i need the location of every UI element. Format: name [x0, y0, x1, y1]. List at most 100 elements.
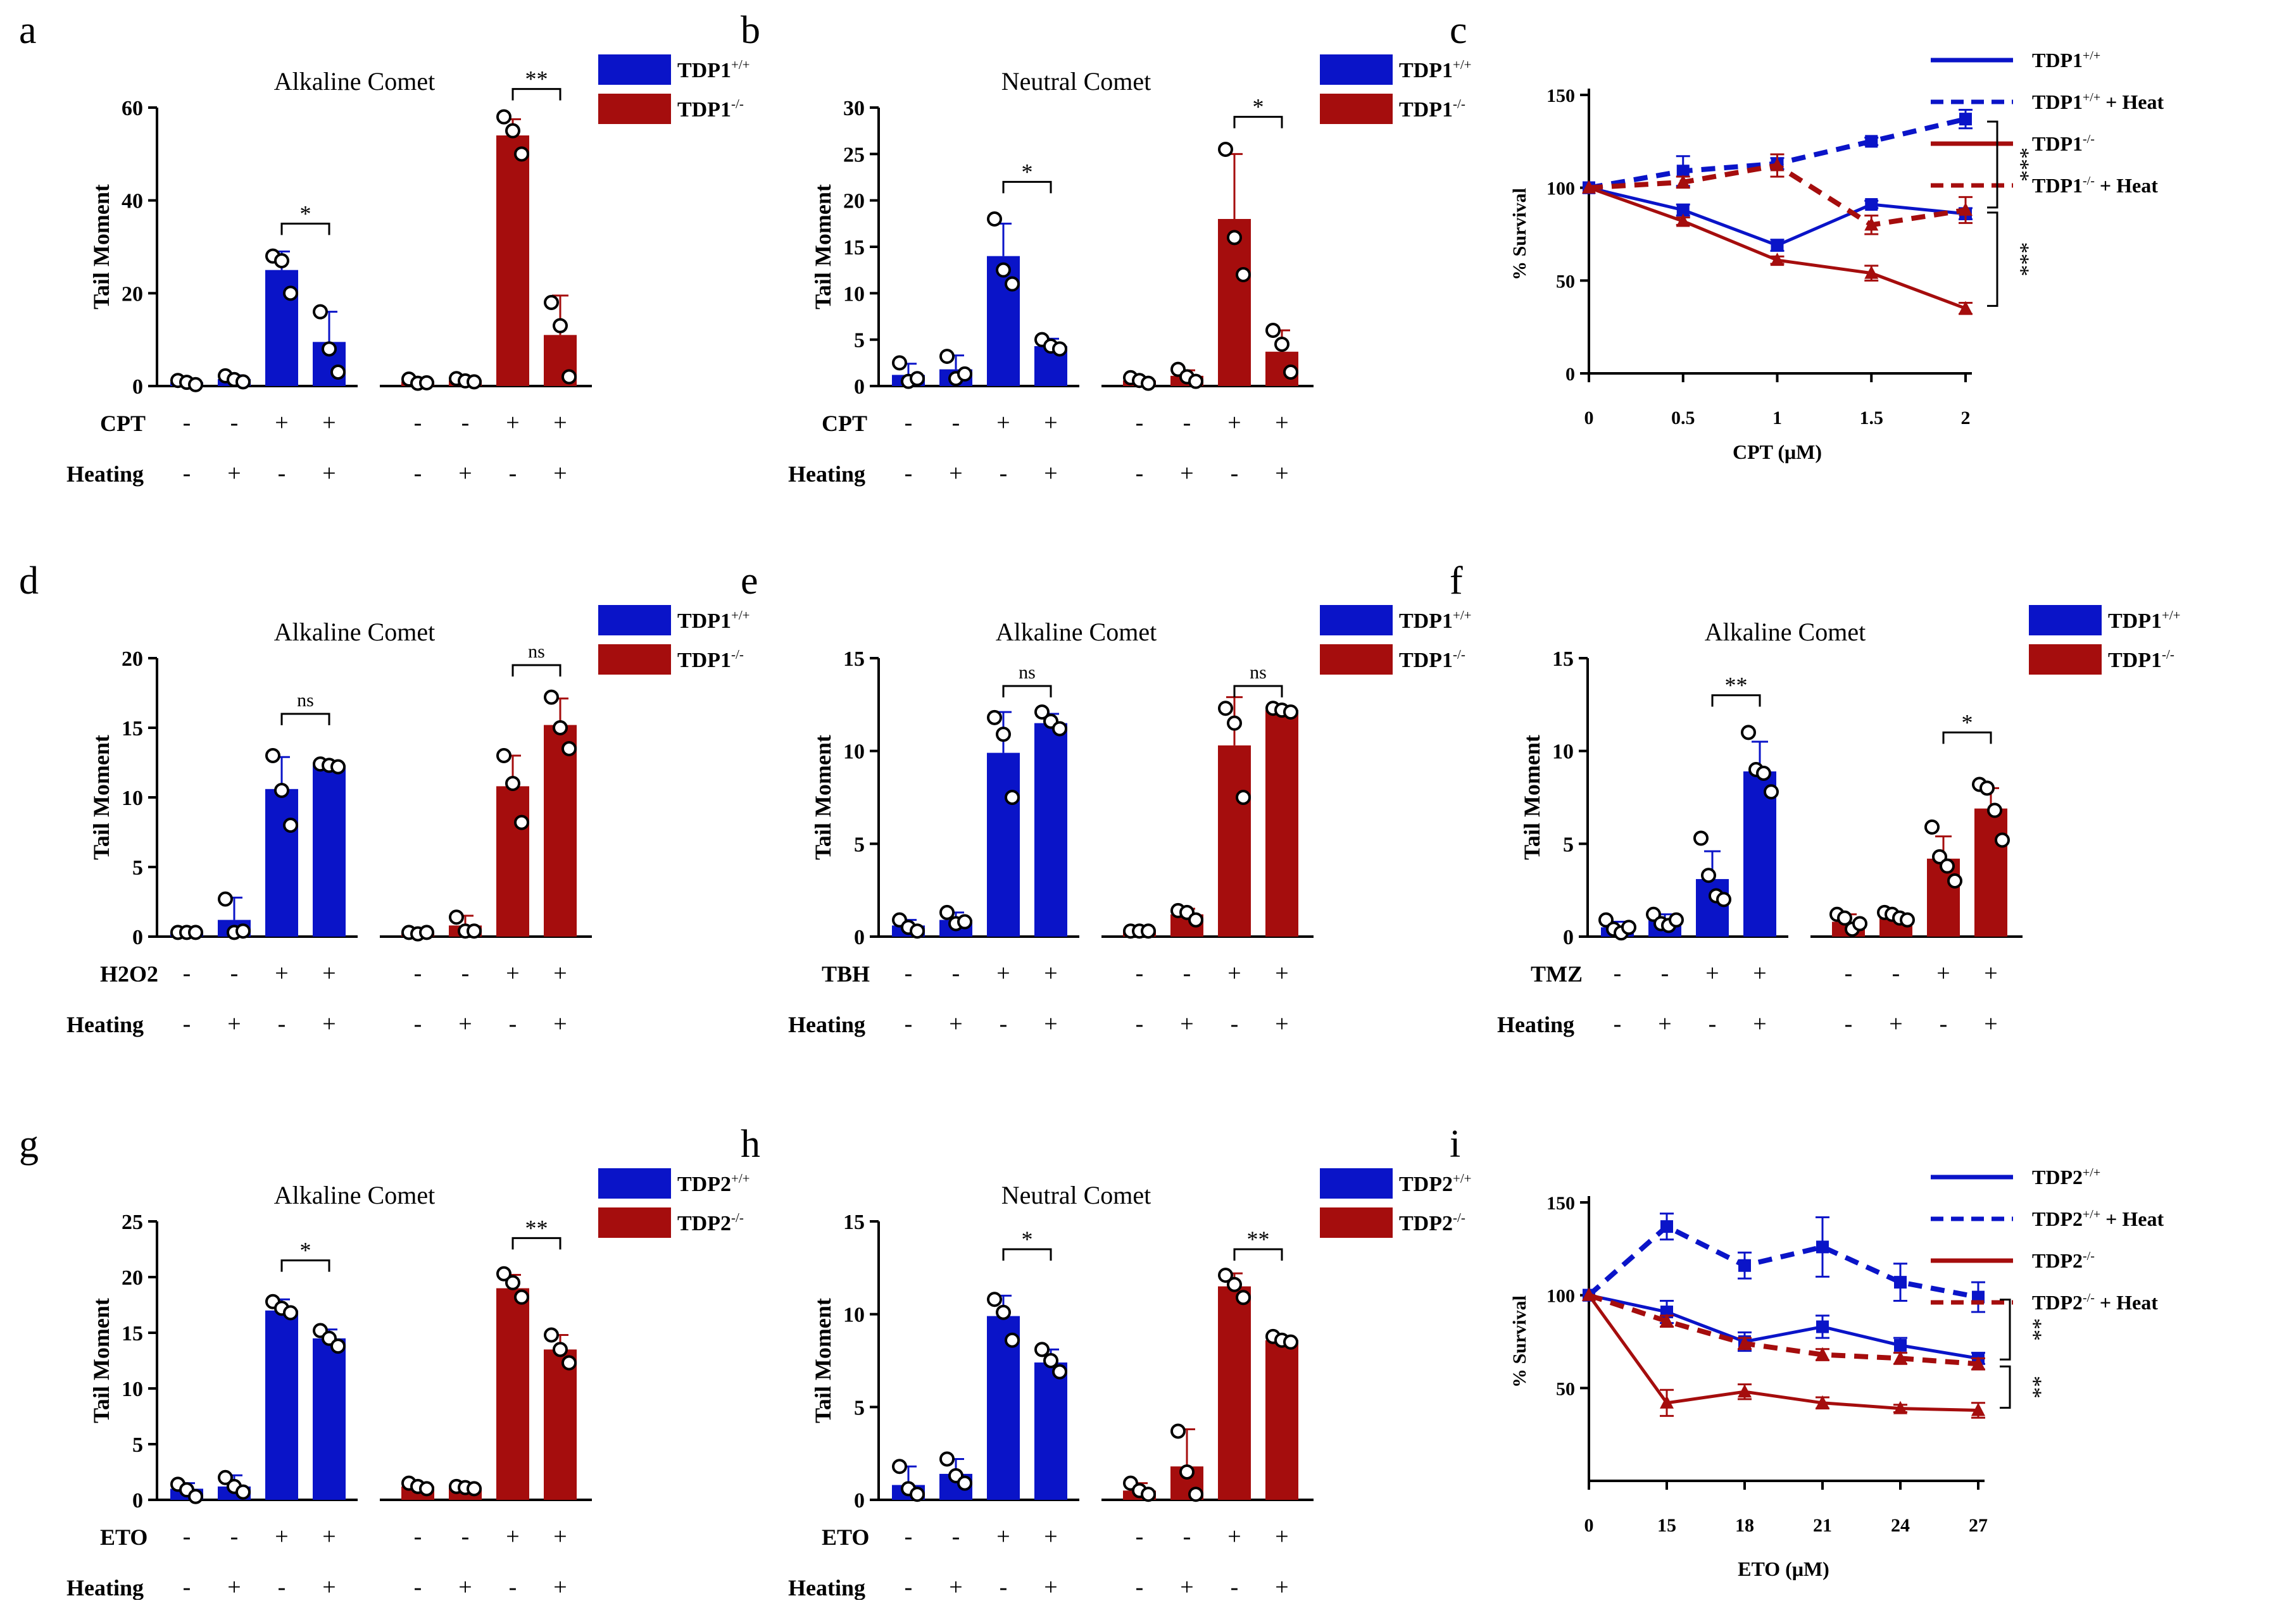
data-point	[561, 741, 577, 756]
data-point	[235, 923, 251, 939]
significance-label: ***	[2009, 147, 2034, 182]
data-point	[1188, 373, 1203, 389]
treatment-mark: -	[1136, 1523, 1144, 1550]
data-point	[188, 377, 203, 392]
data-point	[1741, 725, 1756, 740]
legend-label: TDP2+/+	[677, 1171, 750, 1196]
y-tick-label: 10	[843, 282, 865, 306]
data-point	[419, 375, 434, 390]
data-point	[1738, 1335, 1752, 1349]
data-point	[1865, 135, 1878, 148]
data-point	[1660, 1313, 1674, 1327]
heating-mark: -	[1614, 1011, 1622, 1037]
data-point	[892, 355, 907, 371]
heating-mark: +	[949, 1574, 962, 1600]
data-point	[544, 295, 559, 310]
y-axis-label: % Survival	[1509, 1295, 1530, 1388]
heating-label: Heating	[66, 1575, 144, 1600]
chart-title: Alkaline Comet	[274, 618, 435, 646]
bar	[265, 1310, 298, 1500]
treatment-mark: -	[183, 1523, 191, 1550]
data-point	[1770, 158, 1785, 172]
data-point	[496, 1266, 511, 1282]
bar	[496, 1288, 529, 1500]
treatment-mark: +	[1227, 960, 1241, 987]
data-point	[514, 1289, 529, 1305]
legend-swatch	[1320, 94, 1393, 124]
treatment-mark: +	[506, 1523, 519, 1550]
data-point	[996, 262, 1011, 278]
treatment-mark: +	[1044, 960, 1057, 987]
data-point	[1959, 301, 1973, 315]
data-point	[1283, 704, 1298, 720]
treatment-mark: +	[1275, 409, 1288, 436]
heating-mark: +	[553, 1574, 567, 1600]
heating-mark: -	[183, 1574, 191, 1600]
treatment-mark: +	[996, 1523, 1010, 1550]
y-tick-label: 15	[122, 717, 143, 740]
x-tick-label: 1.5	[1860, 408, 1884, 428]
panel-letter: i	[1450, 1123, 1460, 1166]
data-point	[1669, 912, 1684, 928]
data-point	[1924, 819, 1940, 835]
heating-mark: +	[227, 1574, 241, 1600]
y-tick-label: 25	[122, 1211, 143, 1234]
panel-letter: c	[1450, 9, 1467, 52]
treatment-mark: +	[1275, 1523, 1288, 1550]
data-point	[322, 341, 337, 357]
legend-label: TDP2+/+ + Heat	[2032, 1207, 2164, 1230]
chart-title: Neutral Comet	[1001, 67, 1151, 96]
treatment-mark: -	[1614, 960, 1622, 987]
heating-mark: +	[1275, 460, 1288, 487]
heating-mark: -	[905, 1574, 913, 1600]
heating-mark: +	[949, 460, 962, 487]
significance-label: **	[525, 66, 548, 92]
data-point	[1995, 832, 2010, 848]
legend-label: TDP1+/+	[2032, 49, 2100, 72]
x-tick-label: 15	[1657, 1515, 1676, 1536]
data-point	[1971, 1356, 1985, 1370]
y-tick-label: 25	[843, 143, 865, 166]
data-point	[939, 904, 955, 920]
bar	[1974, 808, 2007, 937]
heating-mark: +	[1275, 1574, 1288, 1600]
data-point	[1756, 765, 1771, 781]
data-point	[1852, 916, 1867, 932]
data-point	[235, 374, 251, 390]
data-point	[1893, 1350, 1907, 1364]
heating-mark: +	[322, 1574, 336, 1600]
panel-e-alkaline-comet-tbh: e Alkaline Comet 0 5 10 15 Tail Moment ns ns TDP1…	[741, 559, 1472, 1037]
legend-swatch	[1320, 605, 1393, 635]
panel-letter: h	[741, 1123, 760, 1166]
data-point	[1816, 1240, 1829, 1254]
x-axis-label: ETO (μM)	[1738, 1557, 1829, 1580]
heating-mark: +	[458, 1011, 472, 1037]
y-tick-label: 100	[1546, 178, 1575, 199]
treatment-mark: -	[230, 1523, 239, 1550]
bar	[1218, 1286, 1251, 1500]
treatment-mark: +	[1044, 409, 1057, 436]
heating-mark: -	[1000, 460, 1008, 487]
data-point	[1034, 704, 1050, 720]
y-tick-label: 5	[132, 856, 143, 880]
y-tick-label: 20	[122, 1266, 143, 1290]
data-point	[1738, 1384, 1752, 1398]
data-point	[1676, 203, 1690, 216]
data-point	[1265, 323, 1281, 338]
data-point	[1582, 180, 1596, 194]
y-tick-label: 10	[122, 787, 143, 810]
panel-letter: a	[19, 9, 37, 52]
treatment-mark: +	[1227, 1523, 1241, 1550]
data-point	[330, 1338, 346, 1354]
treatment-mark: +	[1227, 409, 1241, 436]
data-point	[1864, 217, 1879, 231]
series-line	[1588, 1294, 1979, 1360]
panel-d-alkaline-comet-h2o2: d Alkaline Comet 0 5 10 15 20 Tail Moment ns ns TD…	[19, 559, 750, 1037]
data-point	[496, 748, 511, 763]
legend-label: TDP2-/-	[677, 1210, 744, 1235]
heating-mark: +	[1180, 460, 1193, 487]
heating-mark: -	[1136, 1011, 1144, 1037]
data-point	[188, 925, 203, 940]
